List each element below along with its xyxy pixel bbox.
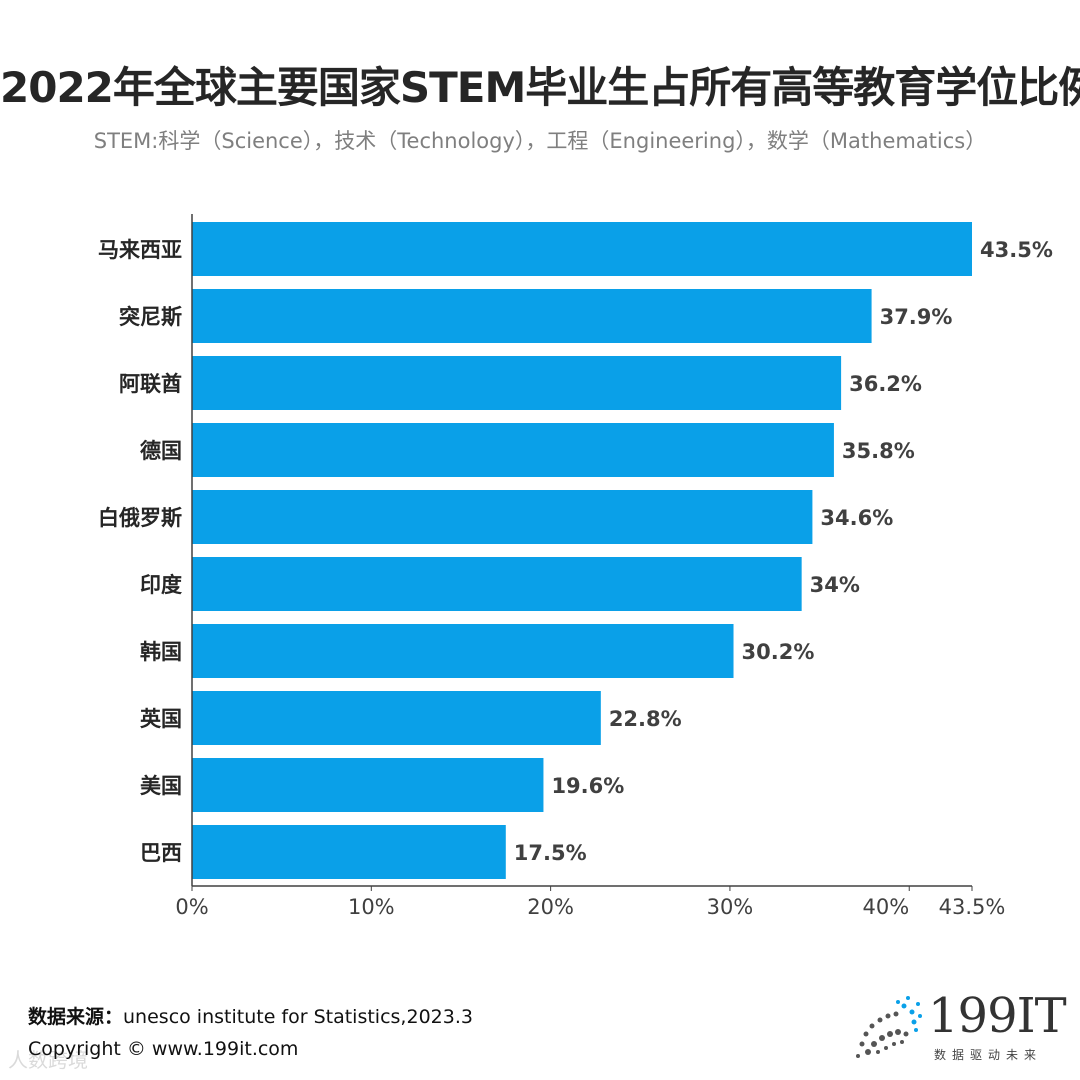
category-label: 巴西 bbox=[140, 841, 182, 865]
category-label: 印度 bbox=[140, 573, 182, 597]
bar bbox=[192, 289, 872, 343]
logo-dots-icon bbox=[856, 996, 922, 1058]
value-label: 19.6% bbox=[551, 774, 624, 798]
value-label: 30.2% bbox=[742, 640, 815, 664]
chart-subtitle: STEM:科学（Science），技术（Technology），工程（Engin… bbox=[93, 129, 987, 153]
bar bbox=[192, 222, 972, 276]
category-label: 德国 bbox=[140, 439, 182, 463]
bar bbox=[192, 624, 734, 678]
source-text: unesco institute for Statistics,2023.3 bbox=[123, 1006, 473, 1028]
value-label: 17.5% bbox=[514, 841, 587, 865]
brand-logo: 199IT 数据驱动未来 bbox=[848, 988, 1067, 1070]
category-label: 突尼斯 bbox=[119, 305, 182, 329]
bar bbox=[192, 356, 842, 410]
x-tick-label: 43.5% bbox=[939, 895, 1006, 919]
logo-name: 199IT bbox=[928, 988, 1067, 1044]
x-tick-label: 30% bbox=[707, 895, 754, 919]
value-label: 34% bbox=[810, 573, 860, 597]
category-label: 马来西亚 bbox=[98, 238, 182, 262]
category-label: 白俄罗斯 bbox=[98, 506, 182, 530]
category-label: 美国 bbox=[140, 774, 182, 798]
bar bbox=[192, 423, 834, 477]
logo-tagline: 数据驱动未来 bbox=[934, 1048, 1043, 1062]
x-tick-label: 20% bbox=[527, 895, 574, 919]
value-label: 35.8% bbox=[842, 439, 915, 463]
bar bbox=[192, 490, 813, 544]
bar bbox=[192, 758, 544, 812]
x-tick-label: 0% bbox=[175, 895, 208, 919]
copyright-text: Copyright © www.199it.com bbox=[28, 1038, 299, 1060]
value-label: 37.9% bbox=[880, 305, 953, 329]
source-label: 数据来源： bbox=[28, 1006, 124, 1028]
value-label: 43.5% bbox=[980, 238, 1053, 262]
value-label: 34.6% bbox=[820, 506, 893, 530]
category-label: 阿联酋 bbox=[119, 372, 182, 396]
value-label: 36.2% bbox=[849, 372, 922, 396]
bar bbox=[192, 557, 802, 611]
bar bbox=[192, 825, 506, 879]
value-label: 22.8% bbox=[609, 707, 682, 731]
chart-title: 2022年全球主要国家STEM毕业生占所有高等教育学位比例 bbox=[0, 63, 1080, 112]
bar-chart: 马来西亚 43.5% 突尼斯 37.9% 阿联酋 36.2% 德国 35.8% 白俄罗斯 34.6… bbox=[98, 214, 1053, 919]
bar bbox=[192, 691, 601, 745]
category-label: 韩国 bbox=[140, 640, 182, 664]
category-label: 英国 bbox=[140, 707, 182, 731]
watermark-text: 人数跨境 bbox=[8, 1048, 88, 1072]
x-tick-label: 10% bbox=[348, 895, 395, 919]
data-source: 数据来源：unesco institute for Statistics,202… bbox=[28, 1002, 473, 1029]
x-tick-label: 40% bbox=[863, 895, 910, 919]
